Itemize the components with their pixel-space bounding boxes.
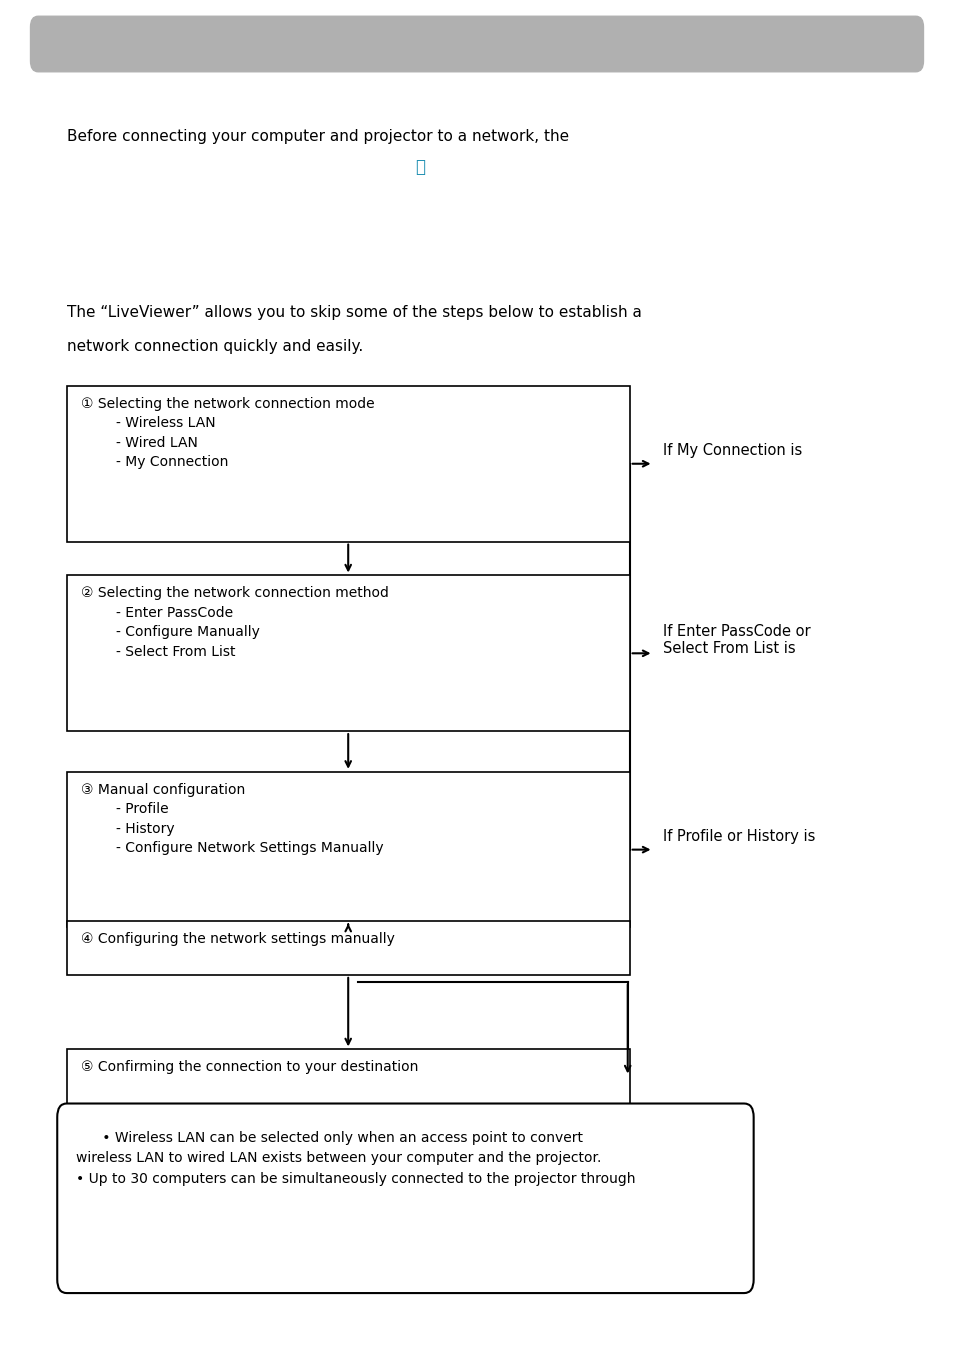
FancyBboxPatch shape xyxy=(67,1049,629,1104)
Text: If Enter PassCode or
Select From List is: If Enter PassCode or Select From List is xyxy=(662,624,810,655)
Text: ④ Configuring the network settings manually: ④ Configuring the network settings manua… xyxy=(81,932,395,945)
FancyBboxPatch shape xyxy=(67,575,629,731)
Text: 📖: 📖 xyxy=(415,158,424,176)
FancyBboxPatch shape xyxy=(67,921,629,975)
FancyBboxPatch shape xyxy=(67,772,629,927)
FancyBboxPatch shape xyxy=(57,1104,753,1293)
Text: The “LiveViewer” allows you to skip some of the steps below to establish a: The “LiveViewer” allows you to skip some… xyxy=(67,305,641,320)
Text: If Profile or History is: If Profile or History is xyxy=(662,829,815,844)
FancyBboxPatch shape xyxy=(30,16,923,72)
FancyBboxPatch shape xyxy=(67,386,629,542)
Text: network connection quickly and easily.: network connection quickly and easily. xyxy=(67,338,363,353)
Text: ⑤ Confirming the connection to your destination: ⑤ Confirming the connection to your dest… xyxy=(81,1060,418,1074)
Text: If My Connection is: If My Connection is xyxy=(662,443,801,458)
Text: Before connecting your computer and projector to a network, the: Before connecting your computer and proj… xyxy=(67,129,568,144)
Text: ② Selecting the network connection method
        - Enter PassCode
        - Con: ② Selecting the network connection metho… xyxy=(81,586,389,659)
Text: ① Selecting the network connection mode
        - Wireless LAN
        - Wired L: ① Selecting the network connection mode … xyxy=(81,397,375,470)
Text: • Wireless LAN can be selected only when an access point to convert
wireless LAN: • Wireless LAN can be selected only when… xyxy=(76,1131,635,1186)
Text: ③ Manual configuration
        - Profile
        - History
        - Configure N: ③ Manual configuration - Profile - Histo… xyxy=(81,783,383,856)
